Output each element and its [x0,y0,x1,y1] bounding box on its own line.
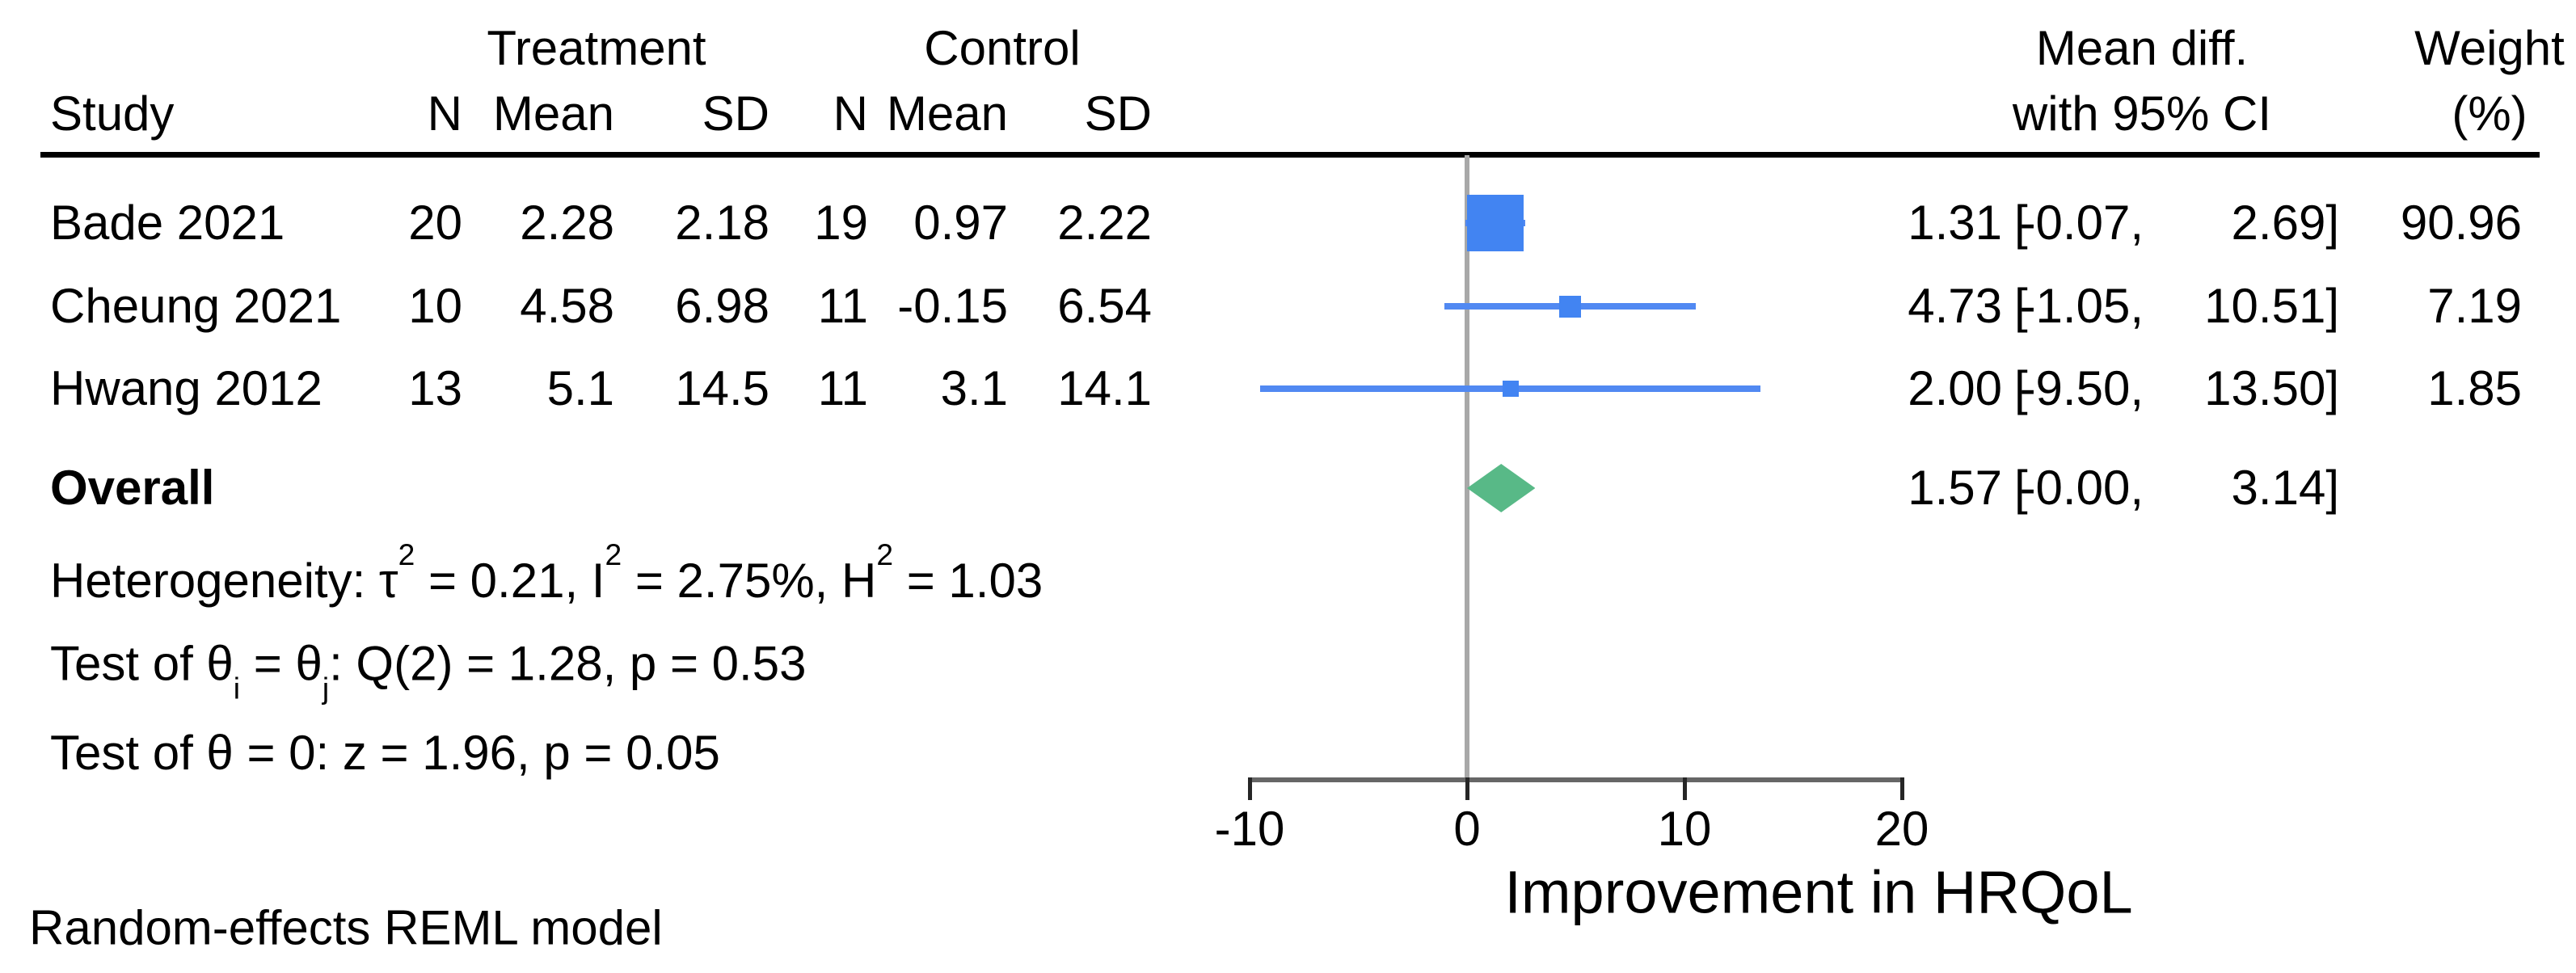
study-column-header: Study [50,86,175,141]
study-label: Bade 2021 [50,196,285,250]
treatment-mean-value: 2.28 [520,196,614,250]
control-group-header: Control [924,21,1081,75]
weight-value: 1.85 [2427,361,2522,415]
effect-size-square [1558,295,1581,318]
overall-effect-test: Test of θ = 0: z = 1.96, p = 0.05 [50,726,720,780]
treatment-group-header: Treatment [487,21,706,75]
treatment-sd-header: SD [702,86,769,141]
treatment-mean-value: 4.58 [520,279,614,333]
ci-upper-bound: 13.50] [2204,361,2339,415]
control-sd-value: 6.54 [1057,279,1152,333]
x-axis-tick-label: 20 [1874,802,1929,856]
ci-upper-bound: 10.51] [2204,279,2339,333]
weight-header-line2: (%) [2452,86,2528,141]
control-mean-value: -0.15 [897,279,1008,333]
overall-label: Overall [50,461,215,515]
treatment-sd-value: 2.18 [675,196,769,250]
control-mean-value: 3.1 [940,361,1008,415]
study-label: Hwang 2012 [50,361,323,415]
group-equality-test: Test of θi = θj: Q(2) = 1.28, p = 0.53 [50,636,807,706]
ci-open-bracket: [ [2014,361,2028,415]
control-sd-value: 14.1 [1057,361,1152,415]
heterogeneity-stats: Heterogeneity: τ2 = 0.21, I2 = 2.75%, H2… [50,537,1043,608]
weight-value: 7.19 [2427,279,2522,333]
x-axis-title: Improvement in HRQoL [1504,858,2133,926]
overall-diamond [1467,464,1536,512]
control-n-value: 11 [817,279,868,333]
x-axis-tick-label: 10 [1657,802,1712,856]
mean-diff-estimate: 4.73 [1908,279,2002,333]
overall-ci-upper: 3.14] [2231,461,2339,515]
ci-open-bracket: [ [2014,279,2028,333]
control-mean-value: 0.97 [913,196,1008,250]
treatment-n-value: 20 [408,196,462,250]
effect-header-line2: with 95% CI [2012,86,2272,141]
treatment-mean-value: 5.1 [546,361,614,415]
treatment-n-value: 13 [408,361,462,415]
x-axis-tick-label: 0 [1453,802,1481,856]
x-axis-tick-label: -10 [1214,802,1285,856]
treatment-mean-header: Mean [492,86,614,141]
treatment-sd-value: 6.98 [675,279,769,333]
control-sd-header: SD [1084,86,1152,141]
control-mean-header: Mean [886,86,1008,141]
ci-lower-bound: -9.50, [2019,361,2144,415]
mean-diff-estimate: 1.31 [1908,196,2002,250]
x-axis-line [1250,777,1902,782]
zero-reference-line [1465,155,1469,777]
x-axis-tick [1682,777,1687,800]
x-axis-tick [1247,777,1252,800]
control-n-value: 19 [814,196,868,250]
treatment-n-header: N [427,86,462,141]
ci-open-bracket: [ [2014,196,2028,250]
overall-estimate: 1.57 [1908,461,2002,515]
mean-diff-estimate: 2.00 [1908,361,2002,415]
study-label: Cheung 2021 [50,279,342,333]
weight-header-line1: Weight [2414,21,2565,75]
ci-lower-bound: -1.05, [2019,279,2144,333]
ci-upper-bound: 2.69] [2231,196,2339,250]
x-axis-tick [1465,777,1469,800]
overall-ci-lower: -0.00, [2019,461,2144,515]
header-rule [40,152,2540,158]
ci-open-bracket: [ [2014,461,2028,515]
effect-size-square [1502,381,1519,397]
effect-header-line1: Mean diff. [2035,21,2249,75]
treatment-sd-value: 14.5 [675,361,769,415]
weight-value: 90.96 [2400,196,2522,250]
control-n-header: N [833,86,868,141]
effect-size-square [1467,195,1524,251]
model-footnote: Random-effects REML model [29,900,663,955]
x-axis-tick [1899,777,1904,800]
ci-lower-bound: -0.07, [2019,196,2144,250]
treatment-n-value: 10 [408,279,462,333]
control-n-value: 11 [817,361,868,415]
control-sd-value: 2.22 [1057,196,1152,250]
